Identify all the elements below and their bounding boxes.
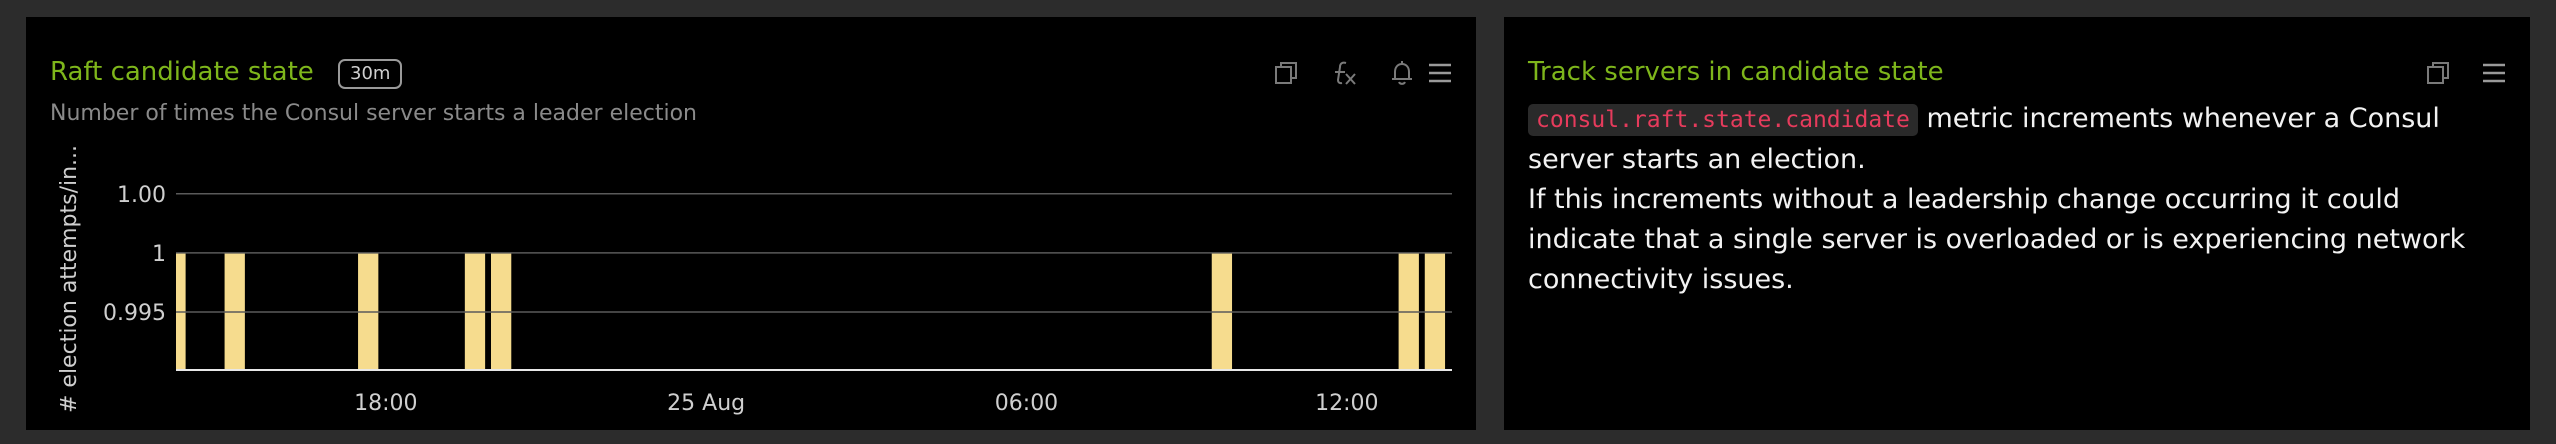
metric-code: consul.raft.state.candidate [1528,104,1918,136]
copy-icon[interactable] [2420,55,2456,91]
x-tick-label: 06:00 [995,391,1058,416]
menu-icon[interactable] [1422,55,1458,91]
panel-title[interactable]: Track servers in candidate state [1528,57,1944,87]
election-chart: 1.00 1 0.995 18:00 25 Aug 06:00 12:00 # electio… [26,137,1476,430]
x-tick-label: 12:00 [1315,391,1378,416]
y-tick-label: 1 [152,242,166,267]
panel-description: consul.raft.state.candidate metric incre… [1528,99,2508,300]
bell-icon[interactable] [1384,55,1420,91]
y-tick-label: 0.995 [103,301,166,326]
raft-candidate-panel: Raft candidate state 30m Number of times… [26,17,1476,430]
panel-title[interactable]: Raft candidate state [50,57,314,87]
y-tick-label: 1.00 [117,183,166,208]
function-icon[interactable] [1326,55,1362,91]
info-panel: Track servers in candidate state consul.… [1504,17,2530,430]
x-tick-label: 18:00 [354,391,417,416]
panel-subtitle: Number of times the Consul server starts… [50,101,697,126]
chart-svg: 1.00 1 0.995 18:00 25 Aug 06:00 12:00 # electio… [57,145,1452,416]
time-range-badge: 30m [338,59,403,89]
copy-icon[interactable] [1268,55,1304,91]
description-line-1: metric increments whenever a Consul serv… [1528,103,2440,175]
menu-icon[interactable] [2476,55,2512,91]
x-tick-label: 25 Aug [667,391,745,416]
y-axis-label: # election attempts/in... [57,145,82,413]
description-line-2: If this increments without a leadership … [1528,184,2466,295]
